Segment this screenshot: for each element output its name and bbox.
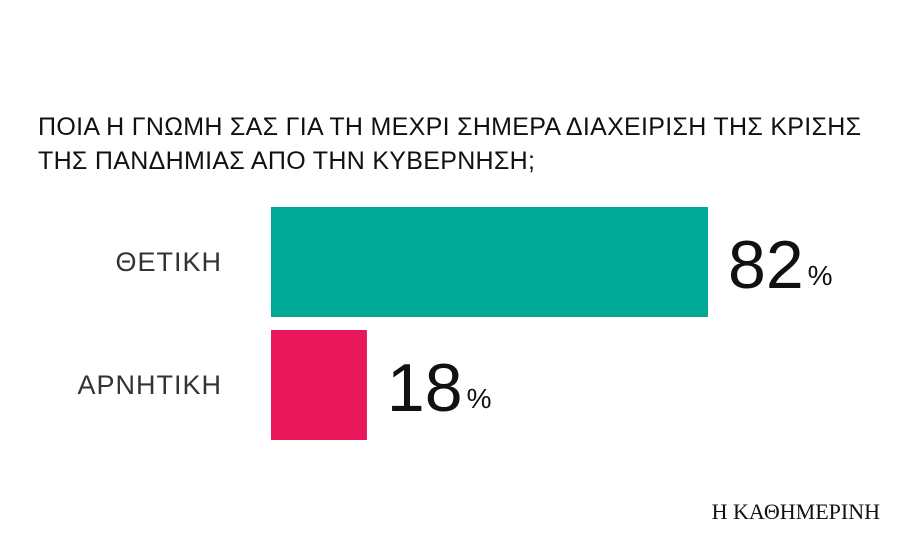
chart-title: ΠΟΙΑ Η ΓΝΩΜΗ ΣΑΣ ΓΙΑ ΤΗ ΜΕΧΡΙ ΣΗΜΕΡΑ ΔΙΑ… bbox=[38, 113, 862, 175]
value-label: 82% bbox=[728, 227, 833, 303]
category-label: ΘΕΤΙΚΗ bbox=[115, 247, 222, 277]
bar bbox=[271, 330, 367, 440]
category-label: ΑΡΝΗΤΙΚΗ bbox=[77, 370, 222, 400]
bar bbox=[271, 207, 708, 317]
logo: Η ΚΑΘΗΜΕΡΙΝΗ bbox=[712, 499, 880, 524]
value-label: 18% bbox=[387, 350, 492, 426]
